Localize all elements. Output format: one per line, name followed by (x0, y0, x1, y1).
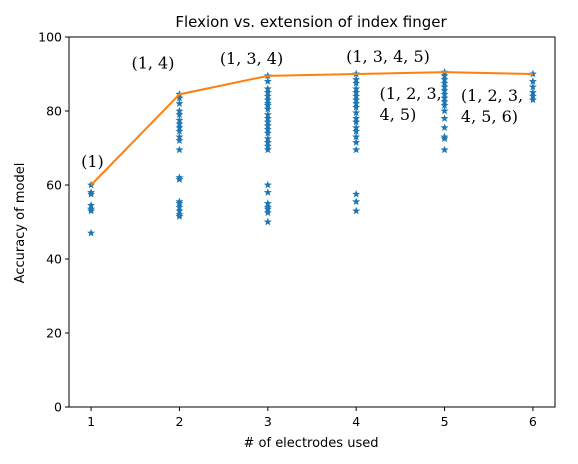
scatter-point (263, 208, 272, 217)
scatter-point (263, 180, 272, 189)
scatter-point (175, 136, 184, 144)
x-tick-label: 2 (175, 414, 183, 429)
y-tick-label: 20 (46, 326, 62, 341)
x-tick-label: 6 (529, 414, 537, 429)
scatter-point (440, 123, 449, 132)
scatter-point (175, 93, 184, 102)
scatter-point (263, 217, 272, 226)
scatter-point (528, 95, 537, 104)
scatter-point (87, 190, 96, 198)
y-tick-label: 100 (38, 30, 62, 45)
annotation-label: (1, 2, 3, (461, 86, 523, 105)
scatter-point (175, 99, 184, 107)
scatter-point (175, 145, 184, 154)
scatter-point (263, 77, 272, 85)
scatter-point (528, 82, 537, 91)
scatter-point (352, 103, 361, 111)
y-tick-label: 0 (54, 400, 62, 415)
annotation-label: 4, 5, 6) (461, 107, 518, 126)
x-axis-label: # of electrodes used (244, 436, 379, 451)
scatter-point (263, 129, 272, 137)
plot-frame (68, 36, 556, 408)
plot-area: 0 20 40 60 80 100 1 2 3 4 5 6 (1) (1, 4) (1, 3, 4) (1, … (38, 30, 556, 429)
scatter-point (352, 127, 361, 135)
scatter-point (440, 101, 449, 109)
scatter-point (263, 104, 272, 113)
scatter-point (263, 188, 272, 196)
x-tick-label: 4 (352, 414, 360, 429)
scatter-point (352, 132, 361, 141)
scatter-point (175, 175, 184, 183)
annotation-label: (1, 3, 4, 5) (346, 47, 430, 66)
annotation-label: (1, 2, 3, (380, 84, 442, 103)
scatter-point (352, 138, 361, 146)
chart-title: Flexion vs. extension of index finger (175, 13, 447, 31)
annotation-label: 4, 5) (380, 105, 417, 124)
y-axis-label: Accuracy of model (13, 163, 28, 284)
scatter-point (175, 127, 184, 135)
scatter-point (263, 145, 272, 154)
y-tick-label: 60 (46, 178, 62, 193)
y-tick-label: 40 (46, 252, 62, 267)
scatter-point (352, 117, 361, 126)
annotation-label: (1, 3, 4) (220, 49, 283, 68)
x-tick-label: 3 (264, 414, 272, 429)
scatter-point (440, 106, 449, 115)
scatter-point (352, 108, 361, 117)
annotation-label: (1, 4) (131, 53, 174, 72)
y-tick-label: 80 (46, 104, 62, 119)
scatter-point (87, 228, 96, 237)
scatter-point (352, 79, 361, 87)
scatter-point (175, 110, 184, 119)
scatter-point (528, 77, 537, 85)
scatter-point (352, 197, 361, 206)
x-tick-label: 5 (441, 414, 449, 429)
scatter-point (352, 190, 361, 198)
x-tick-label: 1 (87, 414, 95, 429)
scatter-point (175, 212, 184, 220)
scatter-point (87, 206, 96, 215)
scatter-point (352, 145, 361, 154)
scatter-point (352, 206, 361, 215)
annotation-label: (1) (81, 152, 104, 171)
series-line (90, 71, 533, 186)
scatter-point (440, 134, 449, 143)
scatter-point (440, 145, 449, 154)
scatter-point (440, 114, 449, 122)
